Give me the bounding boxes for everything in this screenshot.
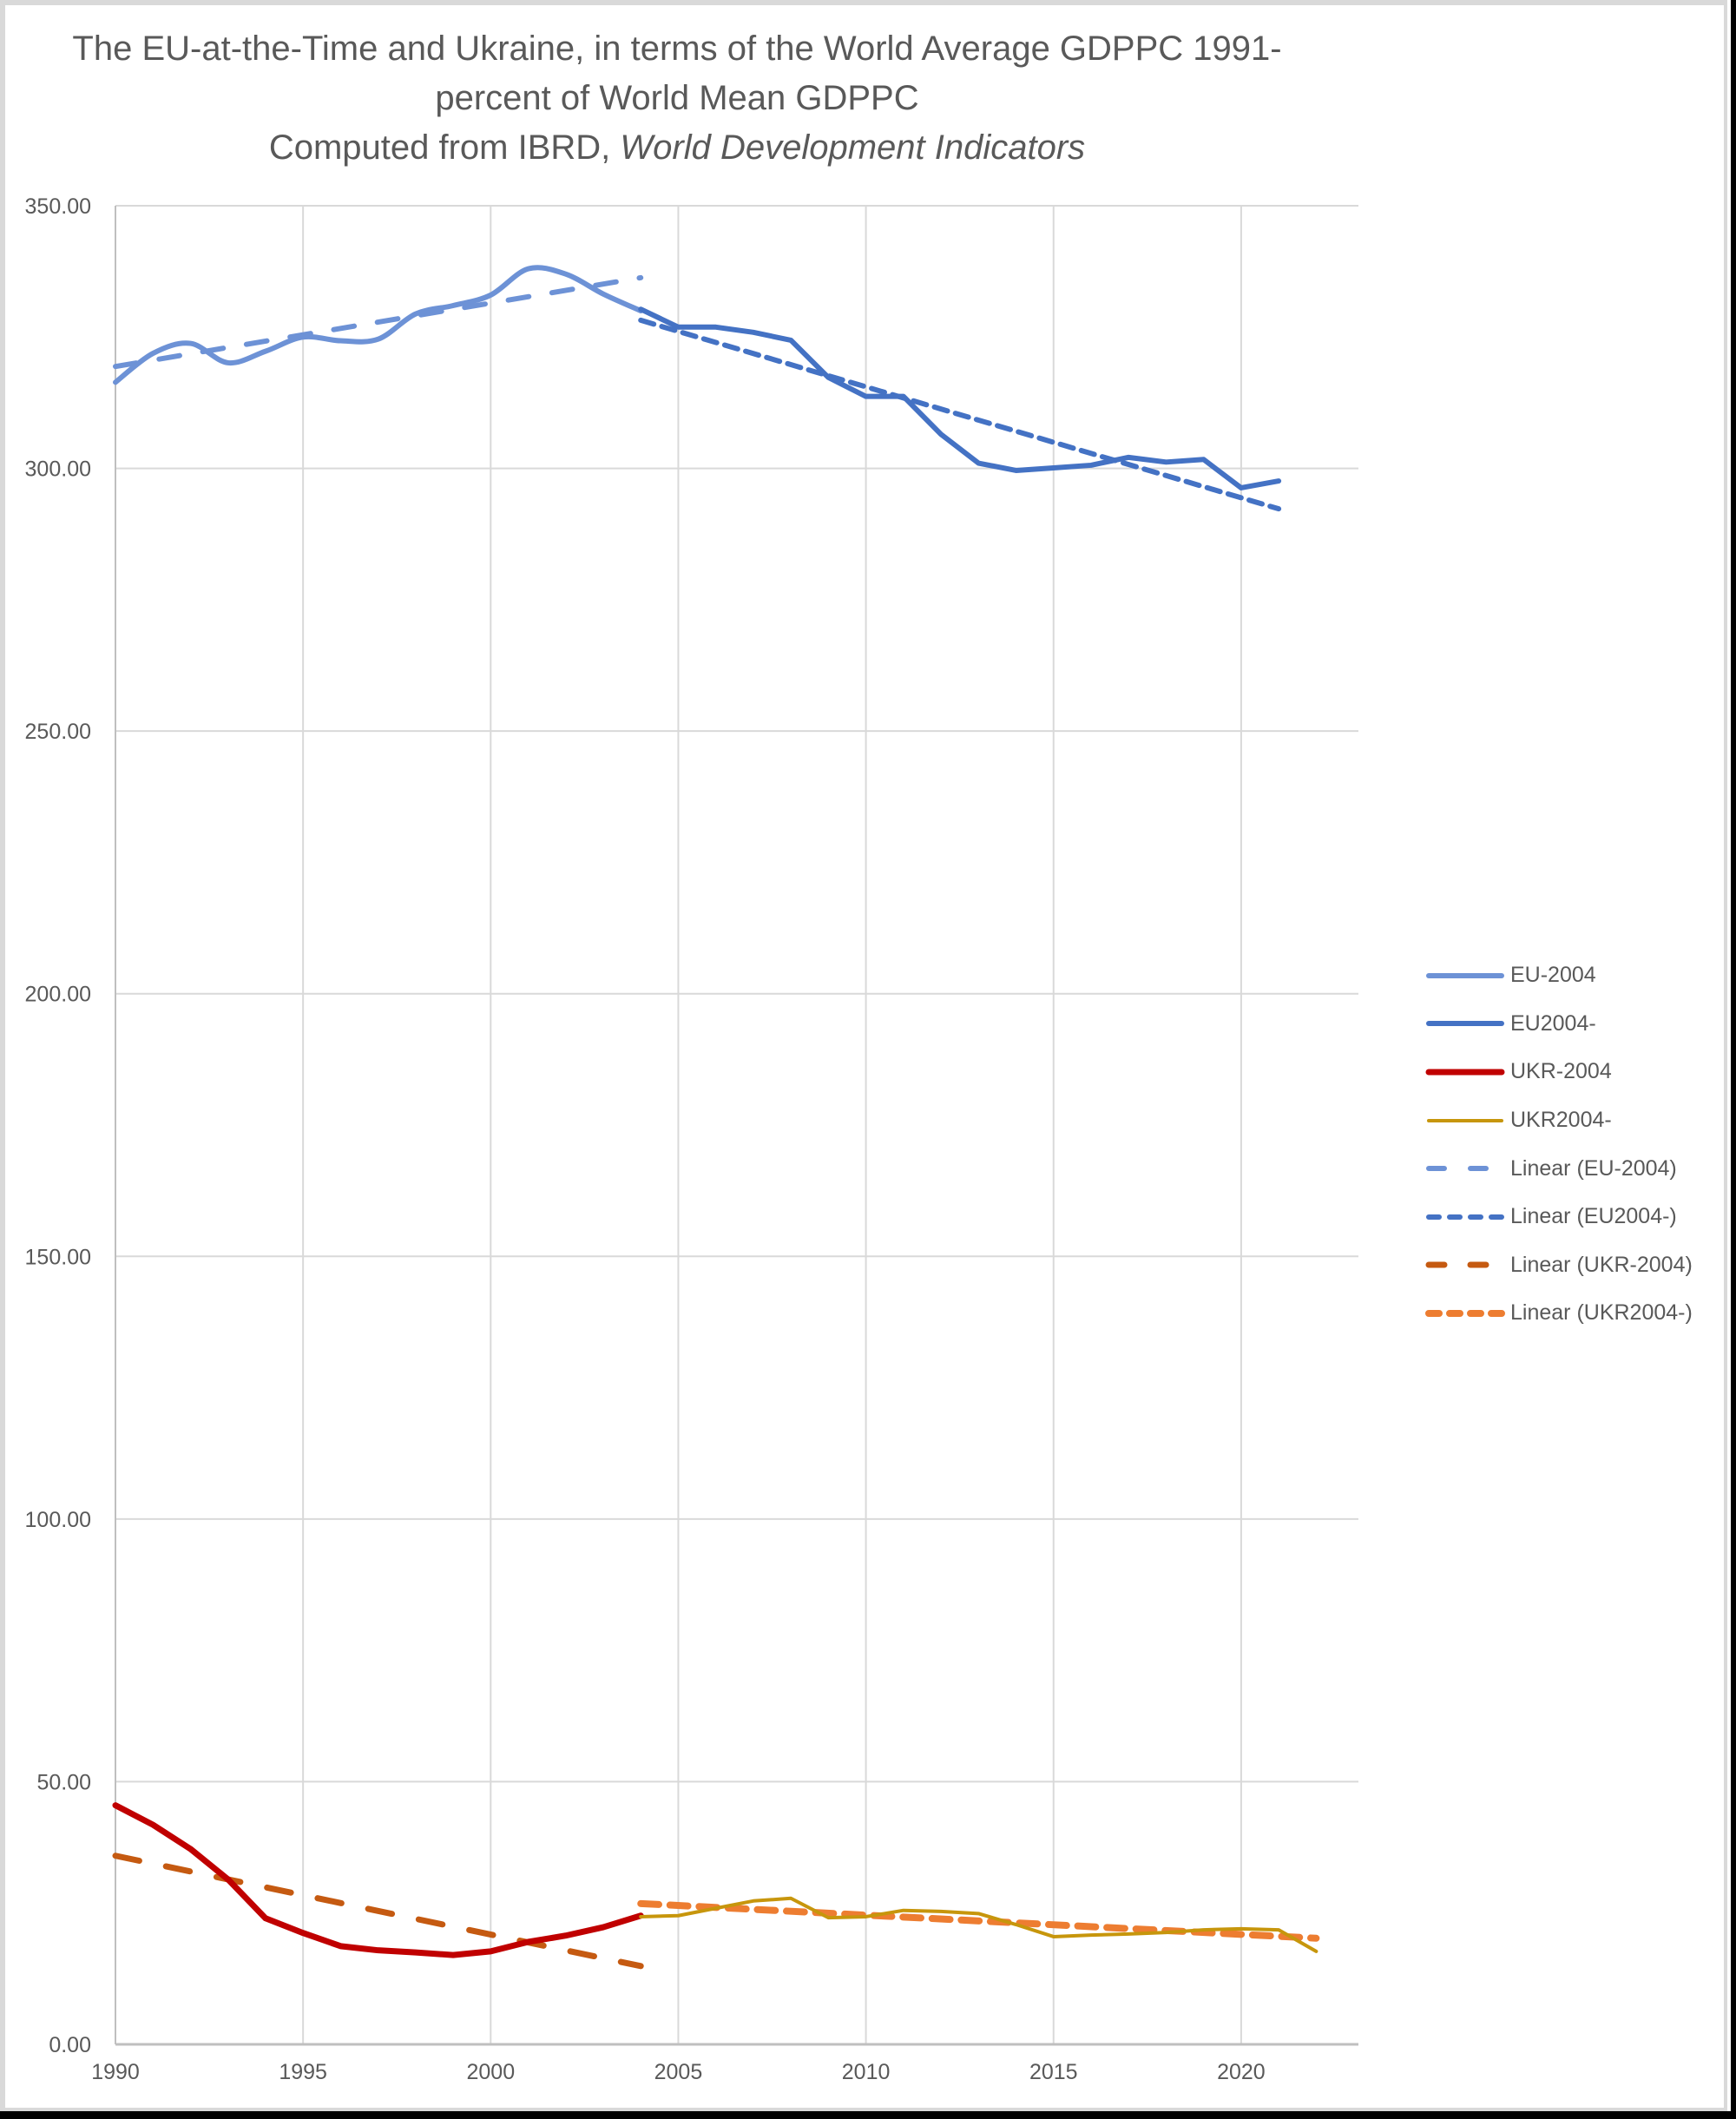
legend-line-icon [1425,1069,1505,1076]
legend-label: UKR2004- [1510,1108,1612,1133]
axes [115,206,1358,2046]
legend-item: Linear (UKR-2004) [1424,1241,1719,1290]
gridlines [115,205,1358,2044]
frame-shadow-bottom [0,2111,1736,2119]
legend-item: Linear (UKR2004-) [1424,1289,1719,1338]
legend-label: EU-2004 [1510,963,1596,988]
legend-item: UKR2004- [1424,1096,1719,1145]
legend-line-icon [1426,1021,1504,1027]
x-tick-label: 2010 [842,2060,891,2084]
title-line-1: The EU-at-the-Time and Ukraine, in terms… [72,30,1282,68]
legend-item: UKR-2004 [1424,1048,1719,1096]
title-source-italic: World Development Indicators [620,128,1086,167]
y-tick-label: 100.00 [25,1508,91,1532]
legend-label: Linear (EU2004-) [1510,1204,1677,1229]
series-ukr2004 [639,1896,1318,1953]
x-tick-label: 1995 [279,2060,327,2084]
legend-line-icon [1425,1309,1505,1317]
frame-shadow-right [1731,0,1736,2119]
legend-item: Linear (EU-2004) [1424,1144,1719,1193]
legend-line-icon [1426,1166,1504,1172]
y-tick-label: 350.00 [25,194,91,219]
series-eu2004 [638,306,1282,490]
legend-line-icon [1427,1118,1503,1122]
chart-title: The EU-at-the-Time and Ukraine, in terms… [0,24,1354,173]
title-line-2: percent of World Mean GDPPC [435,79,919,117]
x-tick-label: 2000 [466,2060,515,2084]
legend-label: Linear (UKR-2004) [1510,1252,1693,1277]
x-tick-label: 2005 [654,2060,703,2084]
x-tick-label: 1990 [91,2060,140,2084]
y-tick-label: 150.00 [25,1245,91,1269]
x-tick-label: 2020 [1217,2060,1266,2084]
x-tick-label: 2015 [1029,2060,1078,2084]
series-eu-2004 [113,265,644,385]
legend-line-icon [1426,972,1504,978]
legend-label: Linear (EU-2004) [1510,1155,1677,1181]
legend-item: EU-2004 [1424,951,1719,1000]
tick-labels: 0.00 50.00 100.00 150.00 200.00 250.00 300.00 3… [25,194,1266,2084]
series-linear-ukr-2004 [112,1852,644,1970]
legend-label: UKR-2004 [1510,1059,1612,1084]
y-tick-label: 200.00 [25,983,91,1007]
title-source: Computed from IBRD, [268,128,621,167]
legend-label: EU2004- [1510,1010,1596,1036]
legend-line-icon [1426,1214,1504,1220]
y-tick-label: 50.00 [36,1770,91,1794]
y-tick-label: 0.00 [49,2033,91,2057]
legend-label: Linear (UKR2004-) [1510,1300,1693,1326]
y-tick-label: 300.00 [25,457,91,482]
chart-legend: EU-2004 EU2004- UKR-2004 UKR2004- Linear (EU… [1424,951,1719,1338]
series-linear-eu2004 [638,317,1282,512]
series-linear-eu-2004 [113,274,644,370]
series-linear-ukr2004 [637,1899,1320,1942]
legend-item: EU2004- [1424,1000,1719,1049]
title-line-3: Computed from IBRD, World Development In… [0,123,1354,173]
y-tick-label: 250.00 [25,720,91,744]
legend-line-icon [1425,1261,1505,1268]
series-ukr-2004 [112,1802,644,1958]
plot-series [112,265,1320,1970]
legend-item: Linear (EU2004-) [1424,1193,1719,1241]
